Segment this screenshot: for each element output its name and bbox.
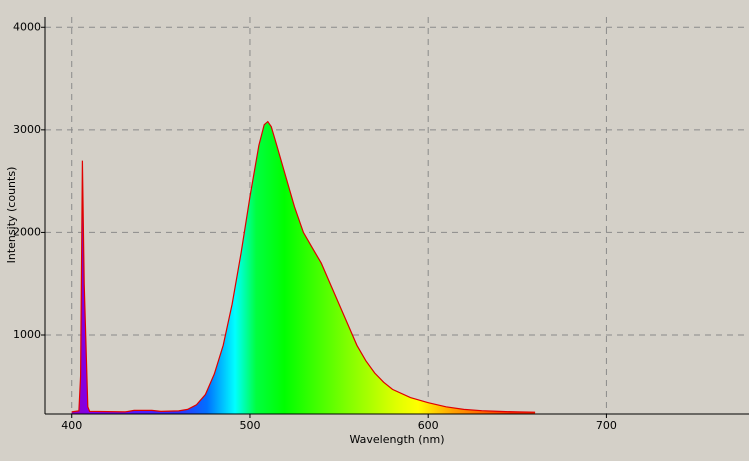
y-tick-label: 4000 [13,20,41,33]
x-tick-label: 700 [596,419,617,432]
spectrum-area [71,121,536,414]
y-axis-label: Intensity (counts) [5,167,18,264]
x-tick-label: 400 [61,419,82,432]
x-tick-label: 500 [239,419,260,432]
y-tick-label: 2000 [13,225,41,238]
x-tick-label: 600 [418,419,439,432]
x-axis-label: Wavelength (nm) [349,433,444,446]
y-tick-label: 3000 [13,123,41,136]
y-tick-label: 1000 [13,328,41,341]
spectrum-line [71,120,536,413]
